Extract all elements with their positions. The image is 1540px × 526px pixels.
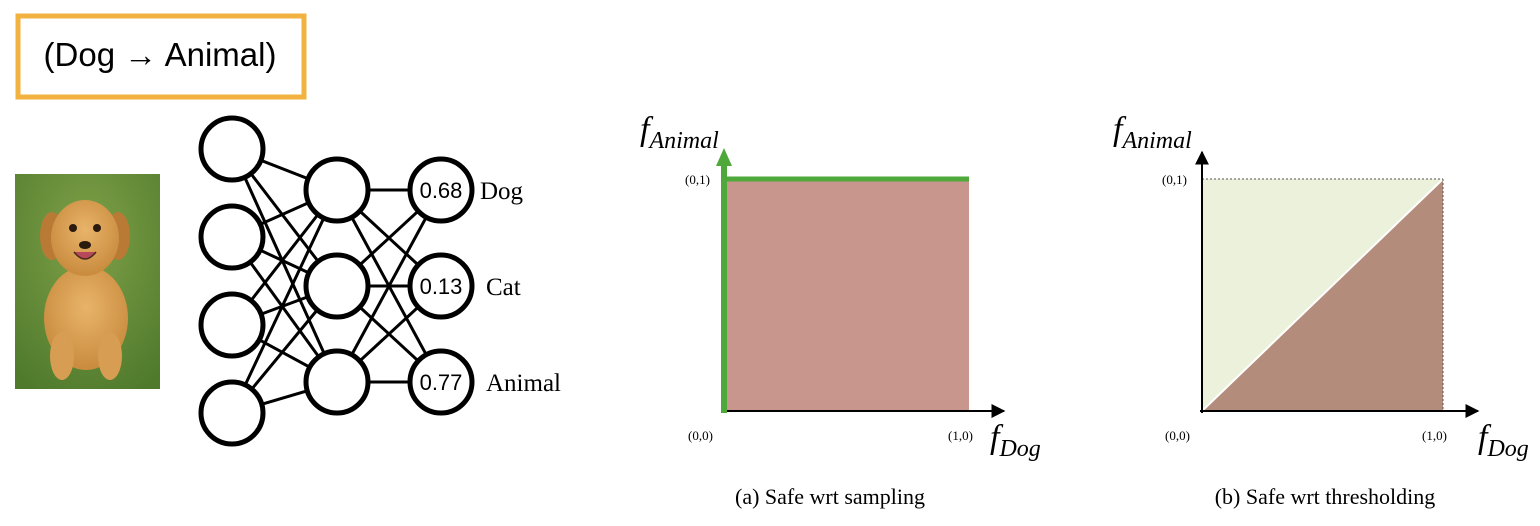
edge-h3-o1	[335, 189, 443, 383]
puppy-eye-right	[93, 224, 101, 232]
plot-a-caption: (a) Safe wrt sampling	[735, 484, 925, 509]
output-values: 0.68 0.13 0.77	[420, 178, 463, 395]
hidden-node-1	[303, 156, 371, 224]
input-node-3	[198, 291, 266, 359]
network-nodes	[198, 115, 475, 447]
plot-b-origin-label: (0,0)	[1165, 428, 1190, 443]
puppy-mouth	[73, 251, 97, 260]
plot-b-x-axis-label: fDog	[1478, 419, 1529, 462]
output-label-animal: Animal	[486, 370, 561, 397]
plot-a-origin-label: (0,0)	[688, 428, 713, 443]
rule-box: (Dog → Animal)	[15, 13, 307, 100]
output-value-animal: 0.77	[420, 370, 463, 395]
plot-a-y-arrowhead	[716, 148, 732, 166]
output-node-animal	[407, 348, 475, 416]
puppy-leg-right	[98, 332, 122, 380]
plot-a-y-corner-label: (0,1)	[685, 172, 710, 187]
plot-b: fAnimal fDog (0,1) (0,0) (1,0) (b) Safe …	[1113, 111, 1529, 509]
output-value-dog: 0.68	[420, 178, 463, 203]
puppy-head	[51, 200, 119, 276]
plot-b-caption: (b) Safe wrt thresholding	[1215, 484, 1436, 509]
plot-b-y-axis-label: fAnimal	[1113, 111, 1192, 154]
hidden-node-2	[303, 252, 371, 320]
plot-a-x-axis-label: fDog	[990, 419, 1041, 462]
puppy-nose	[79, 241, 91, 249]
output-label-dog: Dog	[480, 178, 524, 205]
hidden-node-3	[303, 348, 371, 416]
rule-box-frame	[15, 13, 307, 100]
puppy-leg-left	[50, 332, 74, 380]
output-node-cat	[407, 252, 475, 320]
puppy-photo	[15, 174, 160, 389]
output-labels: Dog Cat Animal	[480, 178, 561, 397]
plot-b-diagonal	[1201, 178, 1444, 412]
puppy-eye-left	[69, 224, 77, 232]
plot-b-y-corner-label: (0,1)	[1162, 172, 1187, 187]
plot-b-x-corner-label: (1,0)	[1422, 428, 1447, 443]
edge-i1-h3	[230, 148, 339, 383]
plot-a: fAnimal fDog (0,1) (0,0) (1,0) (a) Safe …	[640, 111, 1041, 509]
input-node-1	[198, 115, 266, 183]
input-node-2	[198, 203, 266, 271]
edge-i4-h1	[230, 189, 339, 414]
input-node-4	[198, 379, 266, 447]
plot-a-region	[724, 179, 969, 411]
plot-a-y-axis-label: fAnimal	[640, 111, 719, 154]
output-value-cat: 0.13	[420, 274, 463, 299]
plot-a-x-corner-label: (1,0)	[948, 428, 973, 443]
output-label-cat: Cat	[486, 274, 521, 301]
rule-box-text: (Dog → Animal)	[44, 36, 277, 73]
output-node-dog	[407, 156, 475, 224]
